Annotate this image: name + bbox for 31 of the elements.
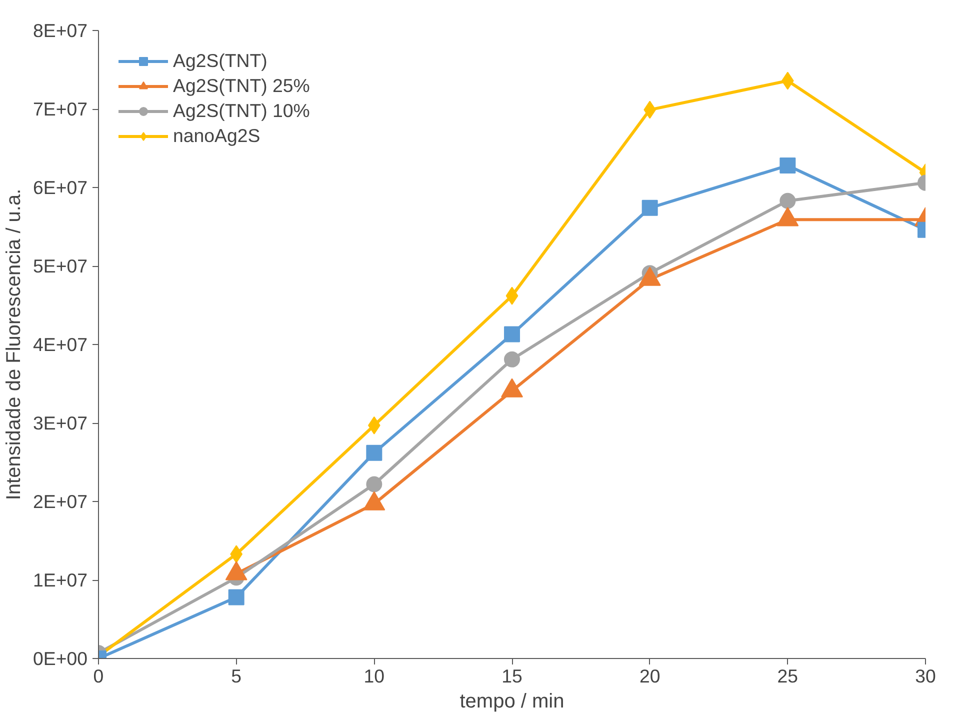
y-tick-label: 5E+07 <box>33 256 88 276</box>
y-tick-label: 1E+07 <box>33 570 88 590</box>
y-tick-label: 6E+07 <box>33 177 88 198</box>
point <box>504 351 520 368</box>
x-tick-label: 15 <box>502 666 522 686</box>
y-tick-label: 7E+07 <box>33 98 88 120</box>
x-tick-label: 10 <box>364 666 385 686</box>
legend-label: nanoAg2S <box>173 125 260 147</box>
point <box>504 326 520 342</box>
y-tick-label: 8E+07 <box>33 20 88 41</box>
y-tick-label: 4E+07 <box>33 334 88 355</box>
x-tick-label: 20 <box>639 666 660 686</box>
point <box>228 589 244 606</box>
point <box>506 286 518 305</box>
point <box>642 200 658 216</box>
point <box>780 158 796 174</box>
y-tick-label: 2E+07 <box>33 491 88 512</box>
x-tick-label: 0 <box>93 666 104 686</box>
x-tick-label: 25 <box>777 666 798 686</box>
legend-label: Ag2S(TNT) 10% <box>173 100 310 122</box>
y-axis-title: Intensidade de Fluorescencia / u.a. <box>3 188 26 500</box>
x-tick-label: 5 <box>231 666 242 686</box>
x-axis-title: tempo / min <box>460 690 564 712</box>
legend-label: Ag2S(TNT) <box>173 50 268 72</box>
y-tick-label: 3E+07 <box>33 412 88 434</box>
point <box>780 192 796 209</box>
x-tick-label: 30 <box>915 666 936 686</box>
point <box>366 476 382 492</box>
point <box>366 444 382 461</box>
y-tick-label: 0E+00 <box>33 648 88 669</box>
legend-label: Ag2S(TNT) 25% <box>173 75 310 97</box>
